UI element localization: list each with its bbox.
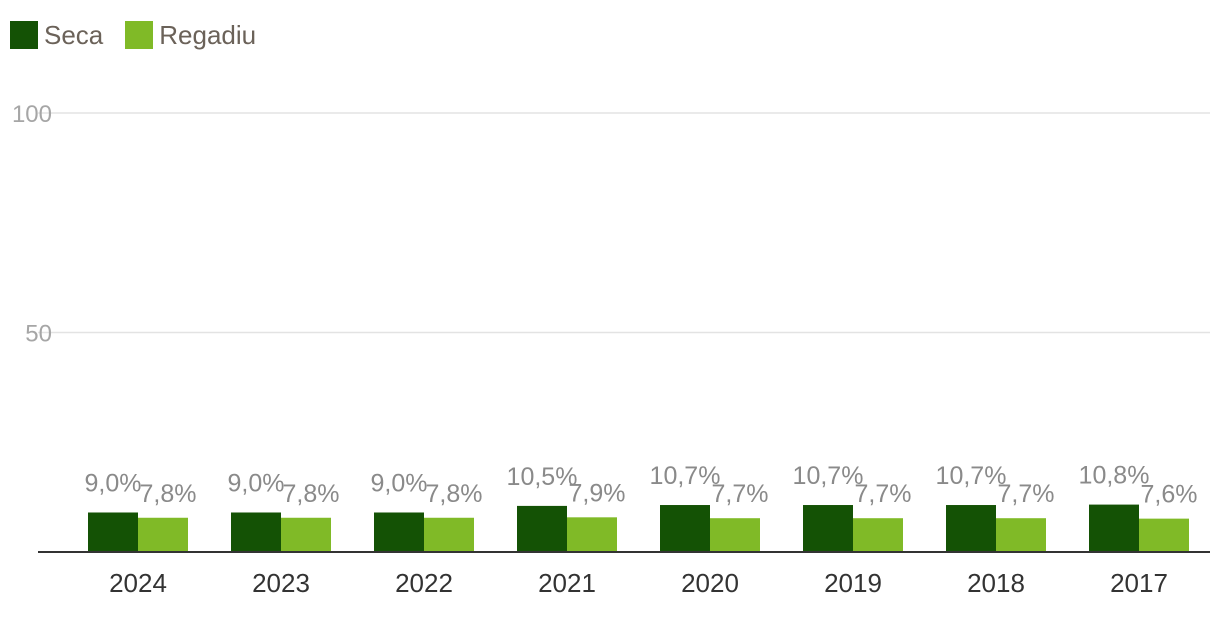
bar-seca-2022: [374, 512, 424, 552]
data-label: 7,7%: [855, 480, 912, 508]
legend-label-seca: Seca: [44, 19, 104, 50]
bar-regadiu-2019: [853, 518, 903, 552]
legend-swatch-seca: [10, 21, 38, 49]
x-tick-label: 2018: [967, 568, 1025, 598]
bar-regadiu-2017: [1139, 518, 1189, 552]
data-label: 7,8%: [283, 480, 340, 508]
data-label: 10,7%: [650, 462, 721, 490]
bar-regadiu-2021: [567, 517, 617, 552]
x-tick-label: 2020: [681, 568, 739, 598]
data-label: 7,8%: [140, 480, 197, 508]
data-label: 9,0%: [85, 469, 142, 497]
bar-regadiu-2022: [424, 517, 474, 552]
x-tick-label: 2021: [538, 568, 596, 598]
legend: Seca Regadiu: [10, 18, 278, 52]
bar-regadiu-2023: [281, 517, 331, 552]
bar-seca-2020: [660, 505, 710, 552]
data-label: 10,5%: [507, 463, 578, 491]
bar-regadiu-2020: [710, 518, 760, 552]
data-label: 9,0%: [228, 469, 285, 497]
y-tick-label: 100: [12, 101, 52, 128]
data-label: 7,7%: [998, 480, 1055, 508]
bar-seca-2018: [946, 505, 996, 552]
data-label: 10,7%: [793, 462, 864, 490]
bar-seca-2023: [231, 512, 281, 552]
x-tick-label: 2022: [395, 568, 453, 598]
y-tick-label: 50: [25, 321, 52, 348]
bar-seca-2019: [803, 505, 853, 552]
data-label: 7,9%: [569, 479, 626, 507]
bar-seca-2017: [1089, 504, 1139, 552]
x-tick-label: 2019: [824, 568, 882, 598]
legend-item-regadiu[interactable]: Regadiu: [125, 20, 256, 51]
x-tick-label: 2024: [109, 568, 167, 598]
legend-item-seca[interactable]: Seca: [10, 20, 103, 51]
data-label: 7,6%: [1141, 481, 1198, 509]
legend-label-regadiu: Regadiu: [159, 19, 257, 50]
bar-regadiu-2018: [996, 518, 1046, 552]
legend-swatch-regadiu: [125, 21, 154, 49]
bar-regadiu-2024: [138, 517, 188, 552]
data-label: 7,8%: [426, 480, 483, 508]
data-label: 10,8%: [1079, 462, 1150, 490]
data-label: 9,0%: [371, 469, 428, 497]
data-label: 10,7%: [936, 462, 1007, 490]
x-tick-label: 2023: [252, 568, 310, 598]
bar-seca-2021: [517, 505, 567, 552]
data-label: 7,7%: [712, 480, 769, 508]
bar-seca-2024: [88, 512, 138, 552]
x-tick-label: 2017: [1110, 568, 1168, 598]
